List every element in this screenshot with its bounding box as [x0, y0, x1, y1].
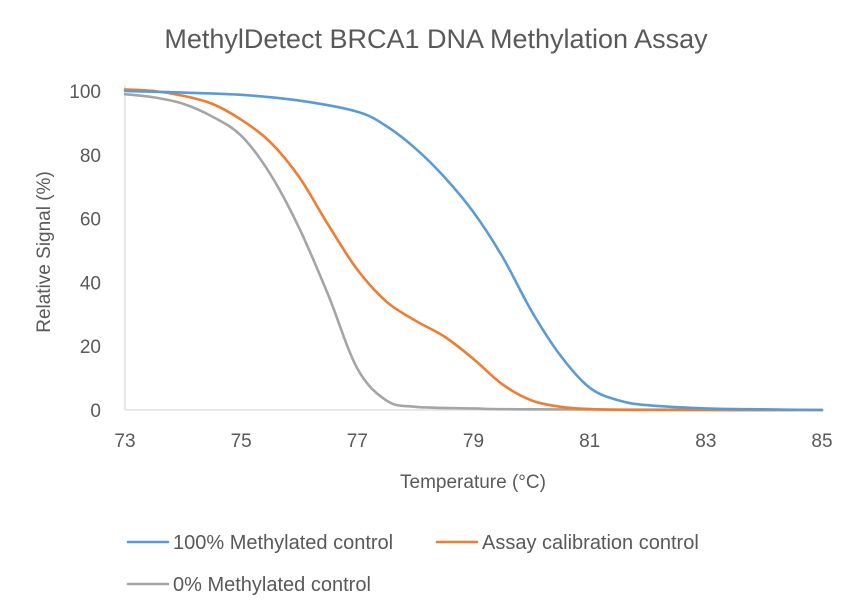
x-tick-label: 81 [579, 431, 600, 452]
series-line-100-methylated-control [123, 89, 824, 412]
legend-label-0-methylated-control: 0% Methylated control [173, 574, 371, 596]
series-line-0-methylated-control [123, 92, 824, 412]
series-lines [123, 88, 824, 412]
y-tick-label: 20 [80, 337, 101, 358]
y-axis-label: Relative Signal (%) [34, 171, 55, 333]
y-tick-label: 80 [80, 146, 101, 167]
axes: 73 75 77 79 81 83 85 0 20 40 60 80 100 [69, 82, 832, 452]
x-tick-label: 73 [114, 431, 135, 452]
x-tick-label: 85 [811, 431, 832, 452]
x-axis-label: Temperature (°C) [400, 472, 546, 493]
x-tick-label: 79 [463, 431, 484, 452]
x-tick-label: 77 [347, 431, 368, 452]
series-line-assay-calibration-control [123, 88, 824, 412]
y-tick-label: 40 [80, 273, 101, 294]
legend-label-100-methylated-control: 100% Methylated control [173, 532, 393, 554]
chart-title: MethylDetect BRCA1 DNA Methylation Assay [164, 24, 708, 54]
y-tick-label: 100 [69, 82, 101, 103]
x-tick-label: 83 [695, 431, 716, 452]
x-tick-label: 75 [231, 431, 252, 452]
legend-label-assay-calibration-control: Assay calibration control [482, 532, 699, 554]
legend: 100% Methylated control Assay calibration… [126, 532, 699, 596]
y-tick-label: 60 [80, 210, 101, 231]
y-tick-label: 0 [90, 401, 101, 422]
